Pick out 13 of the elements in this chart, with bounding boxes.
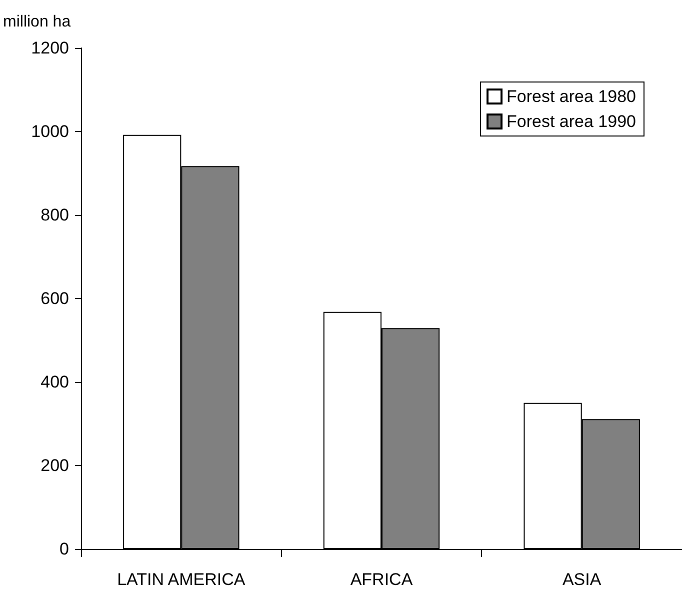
y-tick-label: 1000: [31, 122, 69, 141]
y-tick-label: 200: [40, 456, 69, 475]
y-axis-title: million ha: [3, 14, 71, 30]
x-tick-label: ASIA: [562, 570, 602, 589]
y-tick-label: 1200: [31, 38, 69, 58]
x-tick-label: AFRICA: [350, 570, 414, 589]
y-tick-label: 800: [40, 206, 69, 224]
y-tick-label: 0: [60, 540, 69, 558]
legend-label: Forest area 1980: [506, 87, 636, 106]
y-tick-label: 400: [40, 372, 69, 392]
y-tick-label: 600: [40, 289, 69, 308]
legend-label: Forest area 1990: [506, 112, 636, 131]
x-tick-label: LATIN AMERICA: [117, 570, 246, 589]
